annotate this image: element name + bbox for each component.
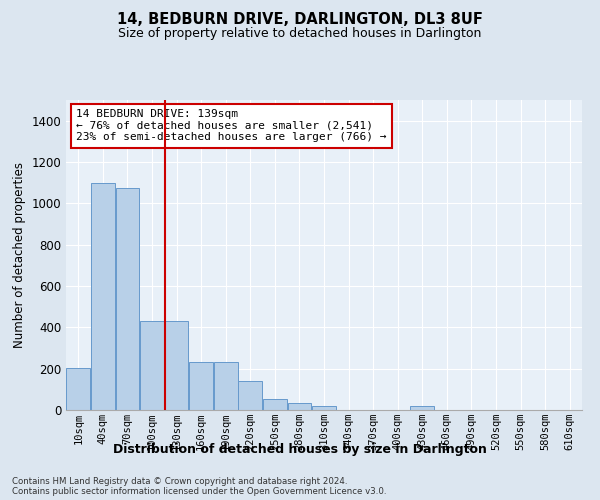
Bar	[263, 398, 287, 410]
Bar	[214, 362, 238, 410]
Text: 14 BEDBURN DRIVE: 139sqm
← 76% of detached houses are smaller (2,541)
23% of sem: 14 BEDBURN DRIVE: 139sqm ← 76% of detach…	[76, 110, 387, 142]
Text: Distribution of detached houses by size in Darlington: Distribution of detached houses by size …	[113, 442, 487, 456]
Text: Contains public sector information licensed under the Open Government Licence v3: Contains public sector information licen…	[12, 488, 386, 496]
Bar	[140, 321, 164, 410]
Y-axis label: Number of detached properties: Number of detached properties	[13, 162, 26, 348]
Bar	[91, 182, 115, 410]
Bar	[410, 406, 434, 410]
Bar	[67, 368, 90, 410]
Bar	[287, 403, 311, 410]
Text: Contains HM Land Registry data © Crown copyright and database right 2024.: Contains HM Land Registry data © Crown c…	[12, 478, 347, 486]
Bar	[164, 321, 188, 410]
Text: 14, BEDBURN DRIVE, DARLINGTON, DL3 8UF: 14, BEDBURN DRIVE, DARLINGTON, DL3 8UF	[117, 12, 483, 28]
Bar	[238, 381, 262, 410]
Bar	[312, 406, 336, 410]
Text: Size of property relative to detached houses in Darlington: Size of property relative to detached ho…	[118, 28, 482, 40]
Bar	[116, 188, 139, 410]
Bar	[189, 362, 213, 410]
